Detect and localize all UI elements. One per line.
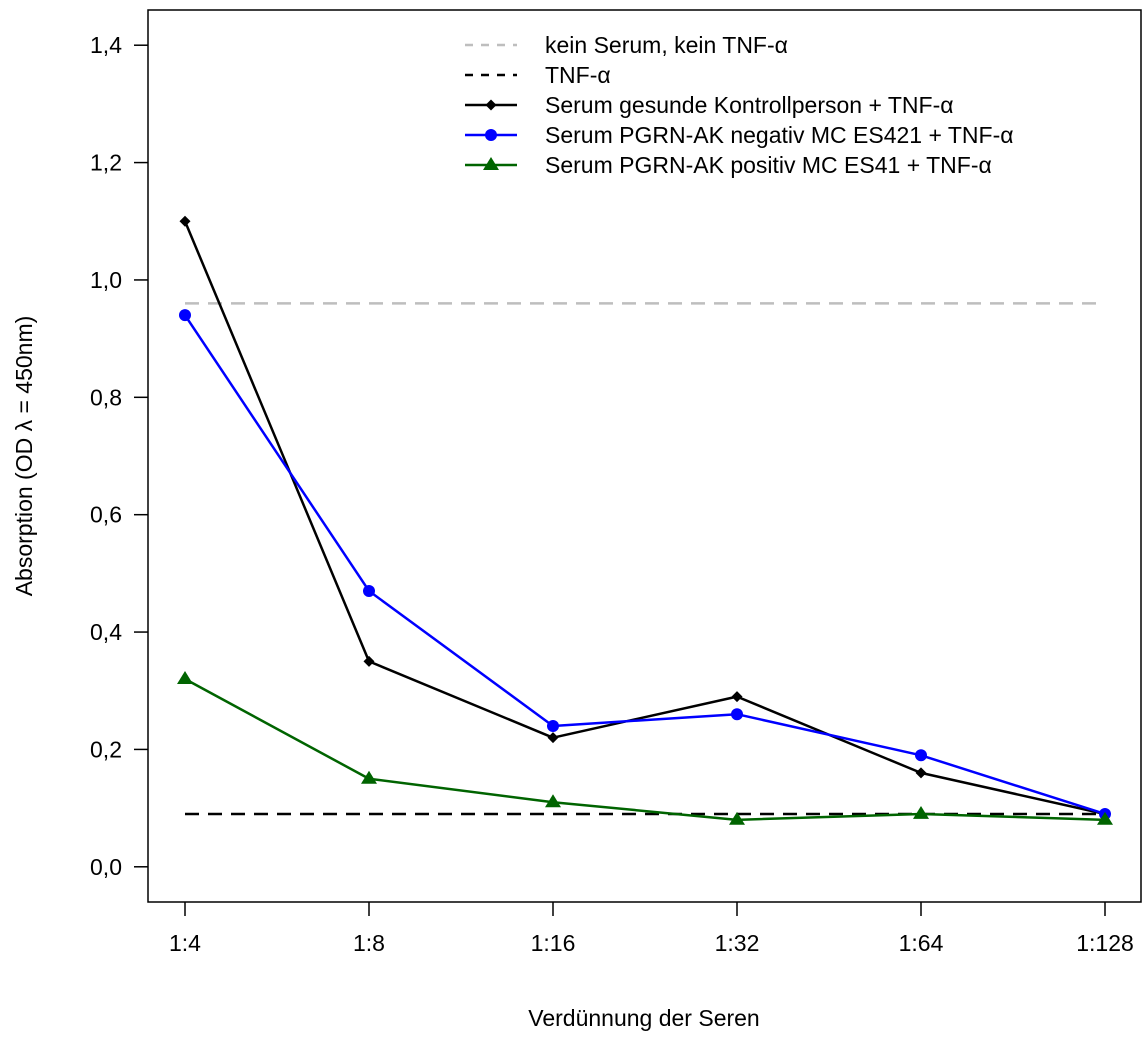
data-point-triangle xyxy=(1097,811,1113,825)
series-line xyxy=(184,677,1106,822)
series-line xyxy=(183,220,1106,816)
legend-label: kein Serum, kein TNF-α xyxy=(545,32,788,58)
x-tick-label: 1:128 xyxy=(1076,930,1134,956)
legend-entry: Serum gesunde Kontrollperson + TNF-α xyxy=(465,92,954,118)
y-tick-label: 0,2 xyxy=(90,736,122,762)
y-tick-label: 0,8 xyxy=(90,384,122,410)
data-point-diamond xyxy=(363,655,375,667)
y-axis-label: Absorption (OD λ = 450nm) xyxy=(11,316,37,597)
series xyxy=(177,671,1113,825)
legend-entry: TNF-α xyxy=(465,62,611,88)
y-axis: 0,0 0,2 0,4 0,6 0,8 1,0 1,2 1,4 xyxy=(90,32,148,880)
y-tick-label: 0,0 xyxy=(90,854,122,880)
data-point-circle xyxy=(547,719,559,732)
data-point-circle xyxy=(915,749,927,762)
legend-label: TNF-α xyxy=(545,62,611,88)
legend-label: Serum gesunde Kontrollperson + TNF-α xyxy=(545,92,954,118)
y-tick-label: 1,0 xyxy=(90,267,122,293)
data-point-diamond xyxy=(915,767,927,779)
data-point-circle xyxy=(179,309,191,322)
data-point-triangle xyxy=(729,811,745,825)
y-tick-label: 1,2 xyxy=(90,150,122,176)
y-tick-label: 0,4 xyxy=(90,619,122,645)
data-point-diamond xyxy=(485,99,497,111)
x-tick-label: 1:8 xyxy=(353,930,385,956)
x-tick-label: 1:32 xyxy=(715,930,760,956)
data-point-circle xyxy=(485,129,497,141)
legend-entry: kein Serum, kein TNF-α xyxy=(465,32,788,58)
data-point-triangle xyxy=(483,157,499,170)
reference-lines xyxy=(185,302,1105,816)
plot-frame xyxy=(147,9,1142,903)
legend: kein Serum, kein TNF-α TNF-α Serum gesunde… xyxy=(465,32,1014,178)
data-point-triangle xyxy=(177,671,193,684)
y-tick-label: 1,4 xyxy=(90,32,122,58)
y-tick-label: 0,6 xyxy=(90,502,122,528)
data-point-circle xyxy=(731,708,743,721)
x-axis-label: Verdünnung der Seren xyxy=(528,1005,759,1031)
x-axis: 1:4 1:8 1:16 1:32 1:64 1:128 xyxy=(169,902,1134,956)
series xyxy=(179,309,1111,820)
data-point-diamond xyxy=(179,215,191,227)
series-line xyxy=(183,314,1106,816)
x-tick-label: 1:16 xyxy=(531,930,576,956)
legend-entry: Serum PGRN-AK negativ MC ES421 + TNF-α xyxy=(465,122,1014,148)
x-tick-label: 1:4 xyxy=(169,930,201,956)
x-tick-label: 1:64 xyxy=(899,930,944,956)
data-point-triangle xyxy=(913,805,929,819)
data-point-triangle xyxy=(545,794,561,808)
legend-entry: Serum PGRN-AK positiv MC ES41 + TNF-α xyxy=(465,152,992,178)
data-point-diamond xyxy=(731,691,743,703)
series-layer xyxy=(177,215,1113,825)
data-point-circle xyxy=(363,584,375,597)
data-point-triangle xyxy=(361,770,377,784)
data-point-diamond xyxy=(547,732,559,744)
legend-label: Serum PGRN-AK positiv MC ES41 + TNF-α xyxy=(545,152,992,178)
legend-label: Serum PGRN-AK negativ MC ES421 + TNF-α xyxy=(545,122,1014,148)
